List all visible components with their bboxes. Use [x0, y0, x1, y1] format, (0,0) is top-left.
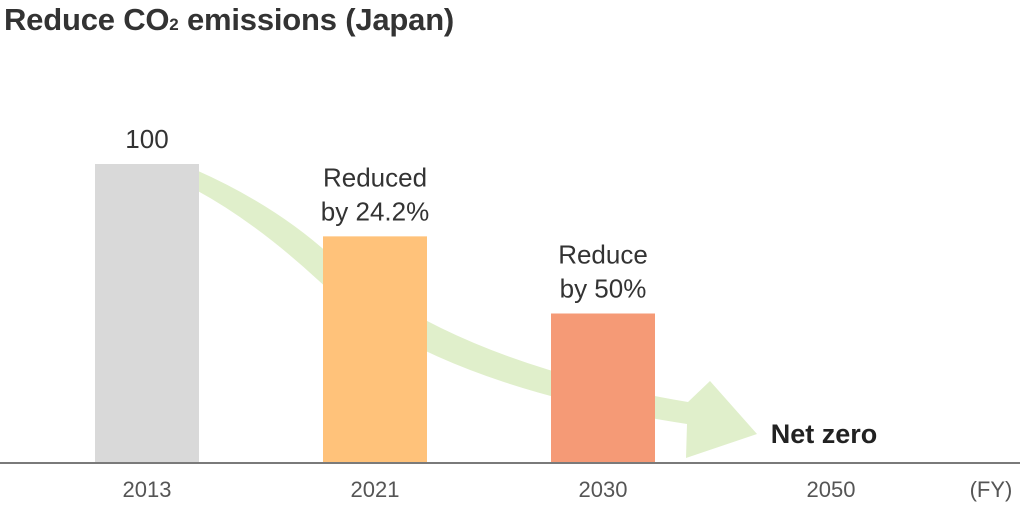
trend-arrow [196, 170, 757, 458]
bar-label-2050: Net zero [771, 419, 878, 449]
bar-2021 [323, 236, 427, 463]
bars [95, 164, 655, 463]
bar-label-2021: Reduced by 24.2% [321, 162, 429, 226]
bar-2030 [551, 313, 655, 463]
x-tick-2050: 2050 [807, 477, 856, 502]
x-tick-2030: 2030 [579, 477, 628, 502]
bar-label-2030: Reduce by 50% [558, 240, 648, 304]
x-tick-2021: 2021 [351, 477, 400, 502]
x-axis-ticks: 2013 2021 2030 2050 [123, 477, 856, 502]
chart-title: Reduce CO2 emissions (Japan) [4, 2, 455, 37]
bar-value-labels: 100 Reduced by 24.2% Reduce by 50% Net zero [125, 124, 877, 449]
reduction-trend-arrow [196, 170, 757, 458]
bar-label-2013: 100 [125, 124, 168, 154]
bar-2013 [95, 164, 199, 463]
x-tick-2013: 2013 [123, 477, 172, 502]
x-axis-unit-label: (FY) [970, 477, 1013, 502]
